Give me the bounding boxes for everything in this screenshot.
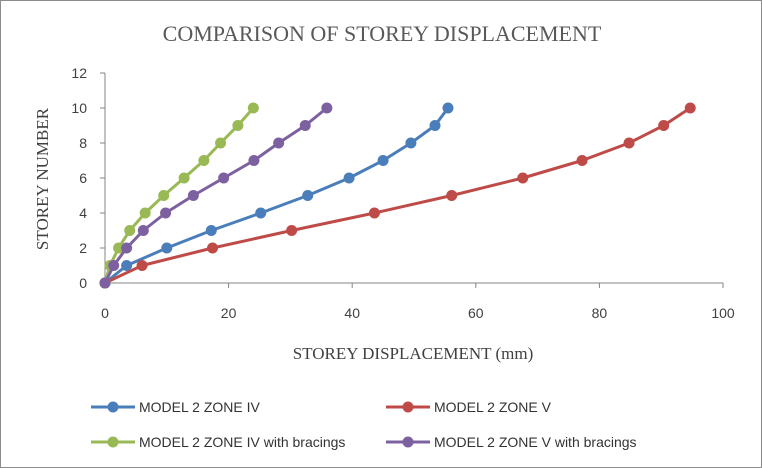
y-tick-label: 6 (79, 170, 87, 186)
data-point (139, 207, 151, 219)
y-axis-title: STOREY NUMBER (33, 107, 52, 250)
data-point (207, 242, 219, 254)
y-tick-label: 0 (79, 275, 87, 291)
y-tick-label: 10 (71, 100, 87, 116)
x-tick-label: 100 (711, 305, 735, 321)
data-point (215, 137, 227, 149)
y-tick-label: 2 (79, 240, 87, 256)
data-point (658, 120, 670, 131)
data-point (205, 225, 217, 236)
data-point (121, 242, 133, 254)
data-point (99, 277, 111, 289)
legend-swatch-marker (402, 436, 414, 448)
data-point (121, 260, 133, 271)
y-tick-label: 12 (71, 65, 87, 81)
y-tick-label: 8 (79, 135, 87, 151)
data-point (286, 225, 298, 236)
legend-label: MODEL 2 ZONE IV (139, 399, 261, 415)
data-point (161, 242, 173, 254)
data-point (299, 120, 311, 131)
chart-title: COMPARISON OF STOREY DISPLACEMENT (163, 21, 602, 46)
data-point (321, 102, 333, 114)
data-point (377, 155, 389, 166)
data-point (108, 260, 120, 271)
legend-label: MODEL 2 ZONE V (434, 399, 552, 415)
data-point (113, 242, 125, 254)
y-tick-label: 4 (79, 205, 87, 221)
legend-label: MODEL 2 ZONE IV with bracings (139, 434, 345, 450)
data-point (442, 102, 454, 114)
data-point (248, 155, 260, 166)
x-tick-label: 0 (101, 305, 109, 321)
data-point (446, 190, 458, 201)
x-tick-label: 40 (344, 305, 360, 321)
x-tick-label: 60 (468, 305, 484, 321)
data-point (198, 155, 210, 166)
data-point (576, 155, 588, 166)
data-point (302, 190, 314, 201)
data-point (517, 172, 529, 184)
series-layer (99, 102, 696, 289)
data-point (684, 102, 696, 114)
data-point (160, 207, 172, 219)
data-point (137, 225, 149, 236)
legend-item: MODEL 2 ZONE IV with bracings (91, 434, 345, 450)
legend-swatch-marker (107, 401, 119, 413)
data-point (255, 207, 267, 219)
data-point (178, 172, 190, 184)
data-point (368, 207, 380, 219)
series-group (99, 102, 696, 289)
data-point (343, 172, 355, 184)
legend-swatch-marker (107, 436, 119, 448)
legend-item: MODEL 2 ZONE IV (91, 399, 261, 415)
legend: MODEL 2 ZONE IV MODEL 2 ZONE V MODEL 2 ZON… (91, 399, 637, 450)
legend-item: MODEL 2 ZONE V (386, 399, 552, 415)
data-point (218, 172, 230, 184)
data-point (273, 137, 285, 149)
data-point (232, 120, 244, 131)
data-point (158, 190, 170, 201)
legend-item: MODEL 2 ZONE V with bracings (386, 434, 637, 450)
series-line (104, 107, 450, 285)
x-tick-label: 20 (221, 305, 237, 321)
series-group (99, 102, 333, 289)
legend-label: MODEL 2 ZONE V with bracings (434, 434, 637, 450)
data-point (623, 137, 635, 149)
data-point (124, 225, 136, 236)
axes: 0 2 4 6 8 10 12 0 20 40 60 80 100 (71, 65, 734, 321)
x-axis-title: STOREY DISPLACEMENT (mm) (293, 344, 534, 363)
legend-swatch-marker (402, 401, 414, 413)
series-group (99, 102, 454, 289)
data-point (247, 102, 259, 114)
series-line (103, 106, 328, 284)
series-group (99, 102, 259, 289)
data-point (136, 260, 148, 271)
x-tick-label: 80 (592, 305, 608, 321)
data-point (405, 137, 417, 149)
data-point (429, 120, 441, 131)
data-point (187, 190, 199, 201)
